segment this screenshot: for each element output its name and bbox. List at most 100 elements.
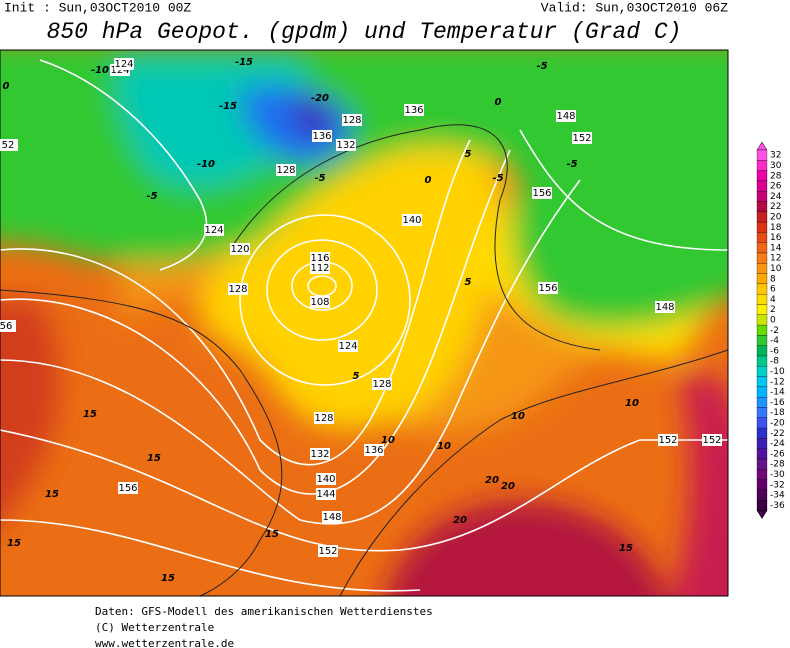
colorbar-swatch xyxy=(756,221,768,233)
isotherm-label: -5 xyxy=(536,61,547,72)
colorbar-swatch xyxy=(756,335,768,346)
geopotential-label: 128 xyxy=(372,379,391,390)
colorbar-label: 8 xyxy=(770,274,776,284)
colorbar-swatch xyxy=(756,469,768,480)
contour-label-box xyxy=(372,378,392,390)
colorbar-label: -6 xyxy=(770,346,779,356)
colorbar-label: 16 xyxy=(770,233,782,243)
colorbar-label: -10 xyxy=(770,367,785,377)
contour-label-box xyxy=(316,473,336,485)
geopotential-label: 156 xyxy=(538,283,557,294)
map-title: 850 hPa Geopot. (gpdm) und Temperatur (G… xyxy=(47,19,682,45)
geopotential-label: 132 xyxy=(336,140,355,151)
geopotential-label: 124 xyxy=(338,341,357,352)
colorbar-label: -34 xyxy=(770,491,785,501)
footer-copyright: (C) Wetterzentrale xyxy=(95,621,214,634)
contour-label-box xyxy=(655,301,675,313)
contour-label-box xyxy=(276,164,296,176)
colorbar-swatch xyxy=(756,479,768,491)
isotherm-label: 15 xyxy=(7,538,21,549)
colorbar-label: 10 xyxy=(770,264,782,274)
isotherm-label: 10 xyxy=(381,435,395,446)
geopotential-label: 148 xyxy=(556,111,575,122)
geopotential-label: 124 xyxy=(114,59,133,70)
contour-label-box xyxy=(310,296,330,308)
isotherm-label: -5 xyxy=(314,173,325,184)
geopotential-label: 128 xyxy=(228,284,247,295)
contour-label-box xyxy=(538,282,558,294)
colorbar-label: 2 xyxy=(770,305,776,315)
isotherm-label: -15 xyxy=(235,57,253,68)
colorbar-swatch xyxy=(756,160,768,171)
isotherm-label: 15 xyxy=(147,453,161,464)
isotherm-label: 5 xyxy=(353,371,360,382)
colorbar-swatch xyxy=(756,263,768,274)
isotherm-label: 10 xyxy=(625,398,639,409)
isotherm-label: 0 xyxy=(3,81,10,92)
colorbar-label: -28 xyxy=(770,460,785,470)
valid-time: Valid: Sun,03OCT2010 06Z xyxy=(541,0,728,15)
colorbar-swatch xyxy=(756,242,768,254)
geopotential-label: 152 xyxy=(572,133,591,144)
colorbar-label: 30 xyxy=(770,161,782,171)
contour-label-box xyxy=(310,448,330,460)
contour-label-box xyxy=(336,139,356,151)
geopotential-label: 128 xyxy=(276,165,295,176)
colorbar-label: 24 xyxy=(770,192,782,202)
isotherm-label: 15 xyxy=(619,543,633,554)
colorbar-swatch xyxy=(756,294,768,305)
geopotential-label: 116 xyxy=(310,253,329,264)
isotherm-label: 5 xyxy=(465,149,472,160)
isotherms xyxy=(0,124,728,596)
colorbar-bottom-arrow xyxy=(756,510,768,519)
geopotential-label: 140 xyxy=(402,215,421,226)
colorbar-label: 18 xyxy=(770,223,782,233)
colorbar-swatch xyxy=(756,149,768,161)
colorbar-swatch xyxy=(756,458,768,470)
isotherm-label: 0 xyxy=(425,175,432,186)
isotherm-label: 15 xyxy=(265,529,279,540)
footer-source: Daten: GFS-Modell des amerikanischen Wet… xyxy=(95,605,433,618)
colorbar-swatch xyxy=(756,397,768,408)
isotherm-label: 20 xyxy=(453,515,467,526)
isotherm-label: 20 xyxy=(501,481,515,492)
colorbar-swatch xyxy=(756,180,768,192)
colorbar-swatch xyxy=(756,191,768,202)
geopotential-label: 52 xyxy=(2,140,15,151)
contour-label-box xyxy=(556,110,576,122)
geopotential-label: 156 xyxy=(118,483,137,494)
colorbar-swatch xyxy=(756,211,768,223)
contour-label-box xyxy=(316,488,336,500)
colorbar-label: 0 xyxy=(770,315,776,325)
colorbar-label: 14 xyxy=(770,243,782,253)
isotherm-label: 5 xyxy=(465,277,472,288)
geopotential-label: 148 xyxy=(322,512,341,523)
colorbar-label: -24 xyxy=(770,439,785,449)
colorbar-swatch xyxy=(756,366,768,377)
colorbar-label: 28 xyxy=(770,171,782,181)
colorbar-label: 20 xyxy=(770,212,782,222)
colorbar-swatch xyxy=(756,417,768,429)
init-time: Init : Sun,03OCT2010 00Z xyxy=(4,0,191,15)
colorbar-top-arrow xyxy=(756,141,768,151)
geopotential-label: 152 xyxy=(318,546,337,557)
geopotential-label: 128 xyxy=(342,115,361,126)
contour-label-box xyxy=(312,130,332,142)
colorbar-swatch xyxy=(756,232,768,243)
colorbar-label: -20 xyxy=(770,418,785,428)
colorbar-swatch xyxy=(756,489,768,501)
contour-label-box xyxy=(342,114,362,126)
isotherm-label: 15 xyxy=(161,573,175,584)
colorbar-label: -32 xyxy=(770,480,785,490)
contour-label-box xyxy=(532,187,552,199)
isotherm-label: 20 xyxy=(485,475,499,486)
colorbar-swatch xyxy=(756,201,768,212)
geopotential-label: 152 xyxy=(702,435,721,446)
colorbar-swatch xyxy=(756,448,768,460)
isotherm-label: 10 xyxy=(437,441,451,452)
geopotential-label: 120 xyxy=(230,244,249,255)
colorbar-swatch xyxy=(756,273,768,285)
contour-label-box xyxy=(658,434,678,446)
contour-label-box xyxy=(230,243,250,255)
contour-label-box xyxy=(402,214,422,226)
